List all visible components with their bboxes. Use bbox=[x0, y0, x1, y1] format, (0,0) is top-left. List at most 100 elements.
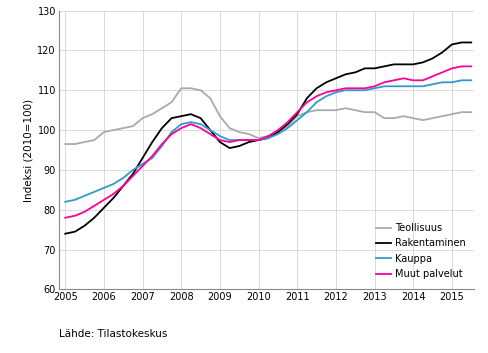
Rakentaminen bbox=[62, 232, 68, 236]
Rakentaminen bbox=[409, 62, 415, 66]
Teollisuus bbox=[342, 106, 348, 110]
Rakentaminen bbox=[390, 62, 396, 66]
Muut palvelut bbox=[226, 140, 232, 144]
Rakentaminen bbox=[371, 66, 377, 71]
Muut palvelut bbox=[361, 86, 367, 90]
Muut palvelut bbox=[351, 86, 357, 90]
Rakentaminen bbox=[226, 146, 232, 150]
Rakentaminen bbox=[110, 196, 116, 200]
Teollisuus bbox=[371, 110, 377, 114]
Teollisuus bbox=[458, 110, 464, 114]
Teollisuus bbox=[284, 124, 290, 128]
Kauppa bbox=[400, 84, 406, 88]
Muut palvelut bbox=[120, 184, 126, 188]
Kauppa bbox=[72, 198, 78, 202]
Teollisuus bbox=[361, 110, 367, 114]
Rakentaminen bbox=[351, 70, 357, 74]
Muut palvelut bbox=[381, 80, 386, 84]
Teollisuus bbox=[438, 114, 444, 118]
Muut palvelut bbox=[390, 78, 396, 82]
Text: Lähde: Tilastokeskus: Lähde: Tilastokeskus bbox=[59, 329, 167, 339]
Kauppa bbox=[458, 78, 464, 82]
Teollisuus bbox=[409, 116, 415, 120]
Rakentaminen bbox=[140, 156, 145, 160]
Kauppa bbox=[342, 88, 348, 92]
Kauppa bbox=[178, 122, 184, 126]
Y-axis label: Indeksi (2010=100): Indeksi (2010=100) bbox=[23, 98, 33, 202]
Kauppa bbox=[226, 138, 232, 142]
Muut palvelut bbox=[313, 94, 319, 98]
Rakentaminen bbox=[438, 50, 444, 54]
Kauppa bbox=[245, 138, 251, 142]
Kauppa bbox=[187, 120, 193, 124]
Muut palvelut bbox=[294, 110, 300, 114]
Teollisuus bbox=[62, 142, 68, 146]
Rakentaminen bbox=[284, 122, 290, 126]
Kauppa bbox=[255, 138, 261, 142]
Teollisuus bbox=[130, 124, 136, 128]
Kauppa bbox=[159, 144, 164, 148]
Muut palvelut bbox=[207, 132, 213, 136]
Kauppa bbox=[217, 134, 223, 138]
Teollisuus bbox=[245, 132, 251, 136]
Line: Muut palvelut: Muut palvelut bbox=[65, 66, 470, 218]
Muut palvelut bbox=[342, 86, 348, 90]
Rakentaminen bbox=[419, 60, 425, 65]
Rakentaminen bbox=[101, 206, 107, 210]
Rakentaminen bbox=[429, 56, 435, 60]
Muut palvelut bbox=[468, 64, 473, 68]
Teollisuus bbox=[332, 108, 338, 112]
Rakentaminen bbox=[217, 140, 223, 144]
Teollisuus bbox=[226, 126, 232, 130]
Teollisuus bbox=[351, 108, 357, 112]
Teollisuus bbox=[236, 130, 242, 134]
Kauppa bbox=[419, 84, 425, 88]
Kauppa bbox=[207, 128, 213, 132]
Teollisuus bbox=[448, 112, 454, 116]
Muut palvelut bbox=[197, 126, 203, 130]
Muut palvelut bbox=[274, 128, 280, 132]
Muut palvelut bbox=[284, 120, 290, 124]
Muut palvelut bbox=[178, 126, 184, 130]
Muut palvelut bbox=[81, 210, 87, 214]
Muut palvelut bbox=[400, 76, 406, 80]
Muut palvelut bbox=[448, 66, 454, 71]
Teollisuus bbox=[265, 134, 271, 138]
Kauppa bbox=[429, 82, 435, 86]
Muut palvelut bbox=[159, 142, 164, 146]
Teollisuus bbox=[187, 86, 193, 90]
Teollisuus bbox=[207, 96, 213, 100]
Kauppa bbox=[130, 168, 136, 172]
Rakentaminen bbox=[81, 223, 87, 228]
Teollisuus bbox=[81, 140, 87, 144]
Muut palvelut bbox=[255, 138, 261, 142]
Rakentaminen bbox=[187, 112, 193, 116]
Rakentaminen bbox=[245, 140, 251, 144]
Kauppa bbox=[62, 200, 68, 204]
Line: Kauppa: Kauppa bbox=[65, 80, 470, 202]
Teollisuus bbox=[304, 110, 309, 114]
Line: Teollisuus: Teollisuus bbox=[65, 88, 470, 144]
Muut palvelut bbox=[265, 134, 271, 138]
Muut palvelut bbox=[332, 88, 338, 92]
Muut palvelut bbox=[149, 154, 155, 158]
Kauppa bbox=[448, 80, 454, 84]
Legend: Teollisuus, Rakentaminen, Kauppa, Muut palvelut: Teollisuus, Rakentaminen, Kauppa, Muut p… bbox=[375, 223, 465, 279]
Kauppa bbox=[304, 110, 309, 114]
Muut palvelut bbox=[101, 198, 107, 202]
Muut palvelut bbox=[217, 138, 223, 142]
Muut palvelut bbox=[323, 90, 328, 94]
Kauppa bbox=[265, 136, 271, 140]
Teollisuus bbox=[91, 138, 97, 142]
Rakentaminen bbox=[468, 40, 473, 44]
Teollisuus bbox=[120, 126, 126, 130]
Teollisuus bbox=[419, 118, 425, 122]
Rakentaminen bbox=[361, 66, 367, 71]
Rakentaminen bbox=[72, 229, 78, 234]
Rakentaminen bbox=[381, 64, 386, 68]
Rakentaminen bbox=[313, 86, 319, 90]
Rakentaminen bbox=[265, 136, 271, 140]
Teollisuus bbox=[217, 114, 223, 118]
Kauppa bbox=[361, 88, 367, 92]
Rakentaminen bbox=[130, 172, 136, 176]
